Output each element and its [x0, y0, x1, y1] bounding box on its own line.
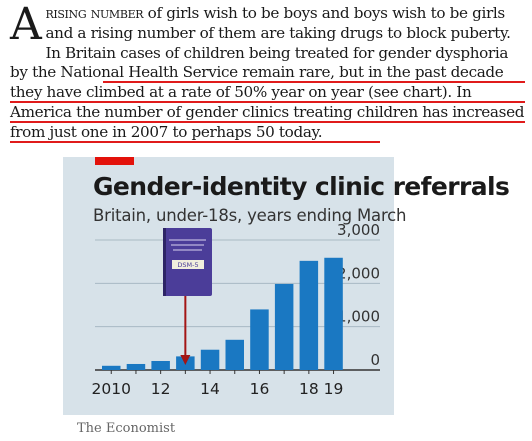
bar-2010: [102, 365, 121, 370]
y-tick-label-3000: 3,000: [337, 221, 380, 239]
bar-2014: [200, 349, 220, 370]
x-tick-label-2010: 2010: [92, 380, 131, 398]
chart-title: Gender-identity clinic referrals: [93, 172, 510, 201]
bar-2018: [299, 260, 319, 370]
article-text-part1: of girls wish to be boys and boys wish t…: [10, 4, 511, 82]
highlight-underline-2: [10, 101, 525, 103]
annotation-arrow-head-icon: [180, 355, 191, 365]
book-spine: [163, 228, 166, 296]
economist-red-tag: [95, 157, 134, 165]
x-tick-label-12: 12: [151, 380, 171, 398]
x-tick-label-19: 19: [324, 380, 344, 398]
bar-2012: [151, 360, 170, 370]
lead-smallcaps: rising number: [45, 4, 144, 22]
dropcap-letter: A: [10, 0, 42, 50]
x-tick-label-16: 16: [250, 380, 270, 398]
bar-2015: [225, 339, 244, 370]
highlight-underline-1: [103, 81, 525, 83]
article-text-highlighted: but in the past decade they have climbed…: [10, 63, 525, 141]
x-tick-label-14: 14: [200, 380, 220, 398]
chart-subtitle: Britain, under-18s, years ending March: [93, 206, 407, 225]
book-label-text: DSM-5: [177, 261, 198, 269]
highlight-underline-4: [10, 141, 380, 143]
y-tick-label-1000: 1,000: [337, 308, 380, 326]
highlight-underline-3: [10, 121, 525, 123]
y-tick-label-2000: 2,000: [337, 264, 380, 282]
x-tick-label-18: 18: [299, 380, 319, 398]
bar-2019: [324, 257, 343, 370]
y-tick-label-0: 0: [370, 351, 380, 369]
bar-2016: [250, 309, 269, 370]
book-label-plate: [172, 260, 204, 269]
bar-2017: [274, 283, 294, 370]
bar-2011: [126, 363, 146, 370]
source-label: The Economist: [77, 421, 176, 436]
